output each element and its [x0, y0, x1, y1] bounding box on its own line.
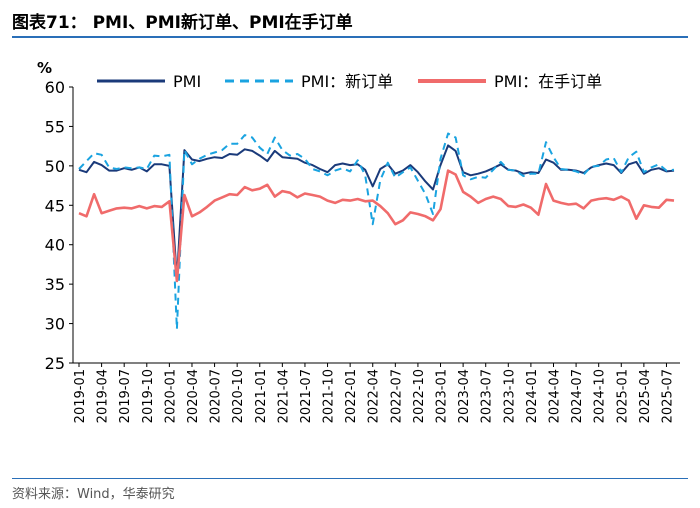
legend-label-0: PMI [173, 72, 201, 91]
y-tick-label: 60 [45, 78, 65, 97]
x-tick-label: 2024-04 [547, 369, 562, 423]
y-tick-label: 35 [45, 275, 65, 294]
x-tick-label: 2022-07 [389, 369, 404, 423]
x-tick-label: 2023-01 [435, 369, 450, 423]
y-axis-unit-label: % [37, 59, 52, 77]
x-tick-label: 2021-01 [254, 369, 269, 423]
x-tick-label: 2022-04 [367, 369, 382, 423]
x-tick-label: 2024-10 [593, 369, 608, 423]
source-divider [12, 478, 688, 479]
chart-title: 图表71： PMI、PMI新订单、PMI在手订单 [12, 13, 353, 33]
y-tick-label: 50 [45, 157, 65, 176]
x-tick-label: 2019-10 [141, 369, 156, 423]
series-line-1 [78, 132, 675, 331]
x-tick-label: 2020-10 [231, 369, 246, 423]
x-tick-label: 2021-07 [299, 369, 314, 423]
x-tick-label: 2025-07 [660, 369, 675, 423]
y-tick-label: 25 [45, 354, 65, 373]
x-tick-label: 2025-04 [638, 369, 653, 423]
x-tick-label: 2023-10 [502, 369, 517, 423]
x-tick-label: 2021-10 [322, 369, 337, 423]
axes-group: 25 30 35 40 45 50 55 60% 2019-01 2019-04 2019-07 20… [37, 59, 680, 423]
x-tick-label: 2022-01 [344, 369, 359, 423]
x-tick-label: 2022-10 [412, 369, 427, 423]
x-tick-label: 2019-04 [96, 369, 111, 423]
x-tick-label: 2023-07 [480, 369, 495, 423]
series-lines-group [78, 132, 675, 331]
y-tick-label: 30 [45, 315, 65, 334]
title-divider [12, 36, 688, 38]
x-tick-label: 2024-01 [525, 369, 540, 423]
y-tick-label: 40 [45, 236, 65, 255]
x-tick-label: 2020-01 [163, 369, 178, 423]
line-chart: 25 30 35 40 45 50 55 60% 2019-01 2019-04 2019-07 20… [37, 59, 680, 423]
y-tick-label: 55 [45, 117, 65, 136]
y-tick-label: 45 [45, 196, 65, 215]
x-tick-label: 2020-07 [209, 369, 224, 423]
x-tick-label: 2024-07 [570, 369, 585, 423]
legend-label-1: PMI：新订单 [301, 72, 393, 91]
source-note: 资料来源：Wind，华泰研究 [12, 487, 175, 502]
series-line-2 [78, 169, 675, 283]
legend: PMI PMI：新订单 PMI：在手订单 [97, 72, 602, 91]
x-tick-label: 2025-01 [615, 369, 630, 423]
x-tick-label: 2019-07 [118, 369, 133, 423]
x-tick-label: 2019-01 [73, 369, 88, 423]
series-line-0 [78, 144, 675, 280]
x-tick-label: 2023-04 [457, 369, 472, 423]
legend-label-2: PMI：在手订单 [494, 72, 602, 91]
x-tick-label: 2021-04 [276, 369, 291, 423]
x-tick-label: 2020-04 [186, 369, 201, 423]
